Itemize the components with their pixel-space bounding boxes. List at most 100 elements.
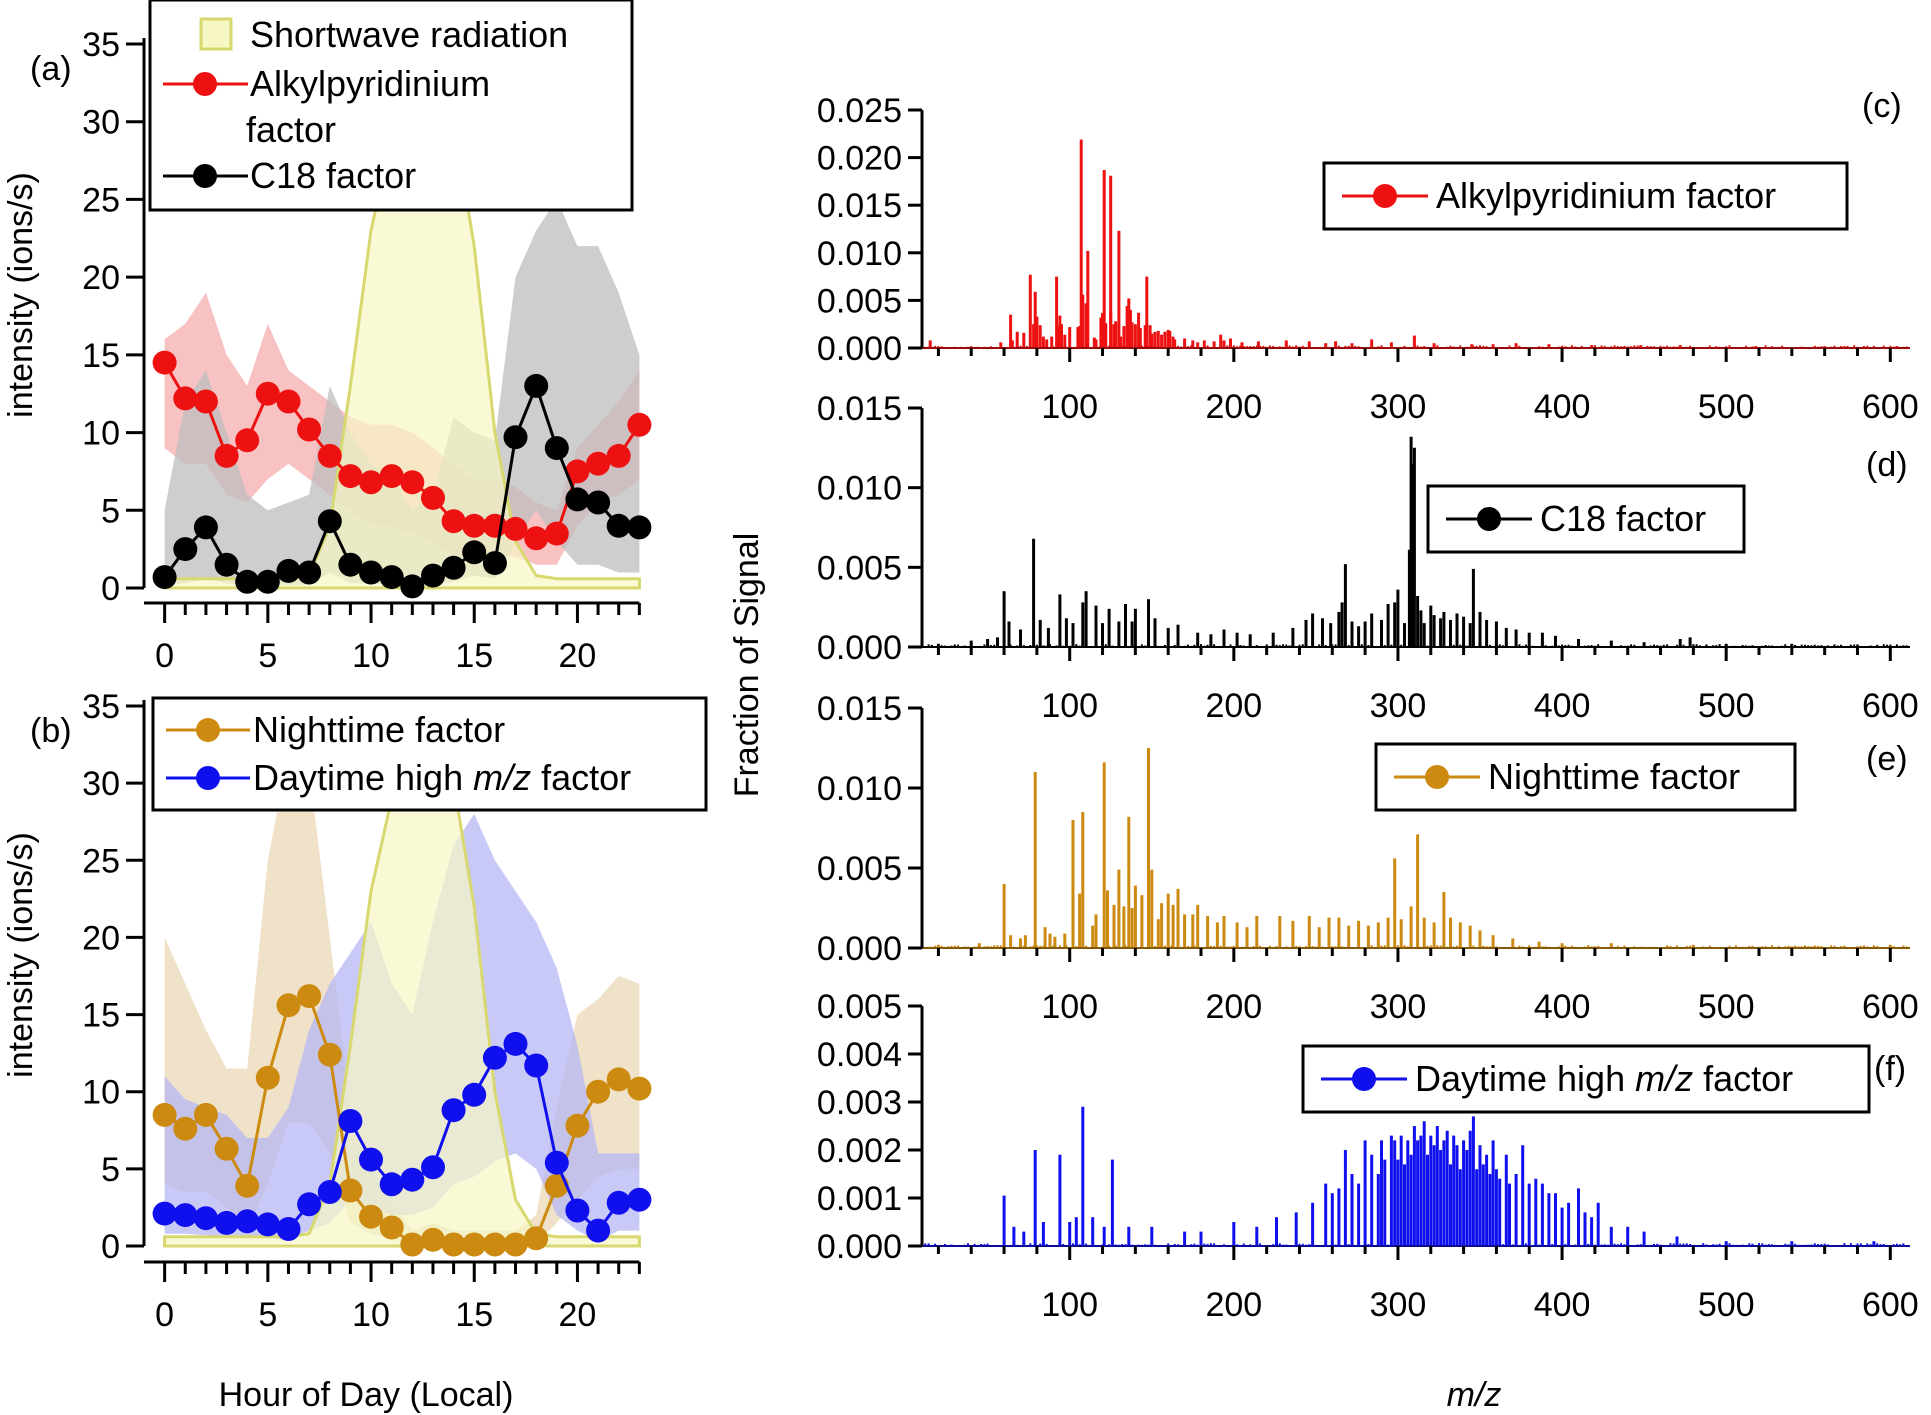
y-tick-label: 0.000	[817, 930, 902, 968]
data-point	[297, 984, 322, 1009]
y-tick-label: 0.000	[817, 330, 902, 368]
data-point	[276, 1217, 301, 1241]
data-point	[379, 1172, 404, 1197]
data-point	[421, 1155, 445, 1180]
data-point	[152, 565, 177, 590]
data-point	[276, 389, 301, 414]
data-point	[193, 389, 218, 414]
x-tick-label: 100	[1041, 388, 1098, 426]
data-point	[359, 560, 383, 585]
legend-label: Alkylpyridinium factor	[1436, 175, 1776, 216]
data-point	[173, 1116, 198, 1141]
left-y-axis-title-a: intensity (ions/s)	[2, 172, 40, 418]
x-tick-label: 100	[1041, 687, 1098, 725]
legend-label-c18: C18 factor	[250, 155, 416, 196]
data-point	[544, 1150, 569, 1175]
data-point	[565, 487, 590, 512]
legend-label-part: m/z	[1635, 1058, 1693, 1099]
y-tick-label: 0.002	[817, 1132, 902, 1170]
x-tick-label: 400	[1534, 388, 1591, 426]
x-tick-label: 600	[1862, 687, 1919, 725]
data-point	[503, 425, 528, 450]
data-point	[255, 381, 280, 406]
data-point	[627, 515, 652, 540]
panel-c: 0.000 0.005 0.010 0.015 0.020 0.025 100 200 300 4…	[817, 87, 1919, 426]
x-tick-label: 300	[1370, 388, 1427, 426]
panel-label: (e)	[1866, 740, 1908, 778]
data-point	[359, 1204, 383, 1229]
y-tick-label: 0.015	[817, 690, 902, 728]
data-point	[379, 464, 404, 489]
x-tick-label: 20	[559, 1296, 597, 1334]
data-point	[482, 551, 507, 576]
data-point	[297, 1192, 322, 1217]
x-tick-label: 200	[1205, 1286, 1262, 1324]
data-point	[297, 417, 322, 442]
data-point	[462, 513, 487, 538]
x-tick-label: 500	[1698, 388, 1755, 426]
legend-label-part: Daytime high	[1415, 1058, 1635, 1099]
y-tick-label: 0	[101, 570, 120, 608]
legend-label-part: Alkylpyridinium factor	[1436, 175, 1776, 216]
left-y-axis-title-b: intensity (ions/s)	[2, 832, 40, 1078]
data-point	[338, 1109, 363, 1133]
data-point	[214, 1136, 239, 1161]
data-point	[421, 563, 445, 588]
y-tick-label: 5	[101, 1151, 120, 1189]
legend-label-shortwave: Shortwave radiation	[250, 14, 568, 55]
data-point	[235, 1173, 260, 1198]
x-tick-label: 10	[352, 637, 390, 675]
legend-label-part: Nighttime factor	[1488, 756, 1740, 797]
data-point	[503, 1232, 528, 1257]
legend-label: C18 factor	[1540, 498, 1706, 539]
data-point	[462, 1082, 487, 1107]
x-tick-label: 10	[352, 1296, 390, 1334]
data-point	[400, 1232, 425, 1257]
data-point	[586, 451, 611, 476]
y-tick-label: 10	[82, 1074, 120, 1112]
y-tick-label: 25	[82, 842, 120, 880]
y-tick-label: 25	[82, 181, 120, 219]
panel-label: (c)	[1862, 87, 1902, 125]
left-x-axis-title: Hour of Day (Local)	[219, 1376, 514, 1414]
data-point	[565, 459, 590, 484]
y-tick-label: 0.000	[817, 1228, 902, 1266]
legend-marker-day	[196, 766, 220, 790]
legend-label-day-part: m/z	[473, 757, 531, 798]
data-point	[400, 470, 425, 495]
data-point	[421, 485, 445, 510]
data-point	[255, 569, 280, 594]
data-point	[524, 1053, 549, 1078]
legend-label-day-part: factor	[531, 757, 631, 798]
legend-box	[1426, 484, 1746, 554]
data-point	[235, 569, 260, 594]
panel-label: (d)	[1866, 446, 1908, 484]
y-tick-label: 0.025	[817, 92, 902, 130]
y-tick-label: 0.020	[817, 140, 902, 178]
data-point	[462, 540, 487, 565]
legend-label-alkyl-cont: factor	[246, 109, 336, 150]
x-tick-label: 200	[1205, 388, 1262, 426]
data-point	[441, 509, 466, 534]
data-point	[359, 470, 383, 495]
data-point	[441, 1098, 466, 1123]
x-tick-label: 100	[1041, 1286, 1098, 1324]
data-point	[400, 574, 425, 599]
data-point	[255, 1212, 280, 1237]
data-point	[606, 513, 631, 538]
x-tick-label: 20	[559, 637, 597, 675]
data-point	[193, 1206, 218, 1231]
data-point	[606, 1067, 631, 1092]
data-point	[565, 1113, 590, 1138]
data-point	[421, 1227, 445, 1252]
data-point	[317, 443, 342, 468]
panel-label: (a)	[30, 50, 72, 88]
data-point	[400, 1167, 425, 1192]
x-tick-label: 200	[1205, 988, 1262, 1026]
x-tick-label: 400	[1534, 1286, 1591, 1324]
x-tick-label: 400	[1534, 988, 1591, 1026]
x-tick-label: 15	[455, 637, 493, 675]
x-tick-label: 15	[455, 1296, 493, 1334]
data-point	[173, 1203, 198, 1228]
